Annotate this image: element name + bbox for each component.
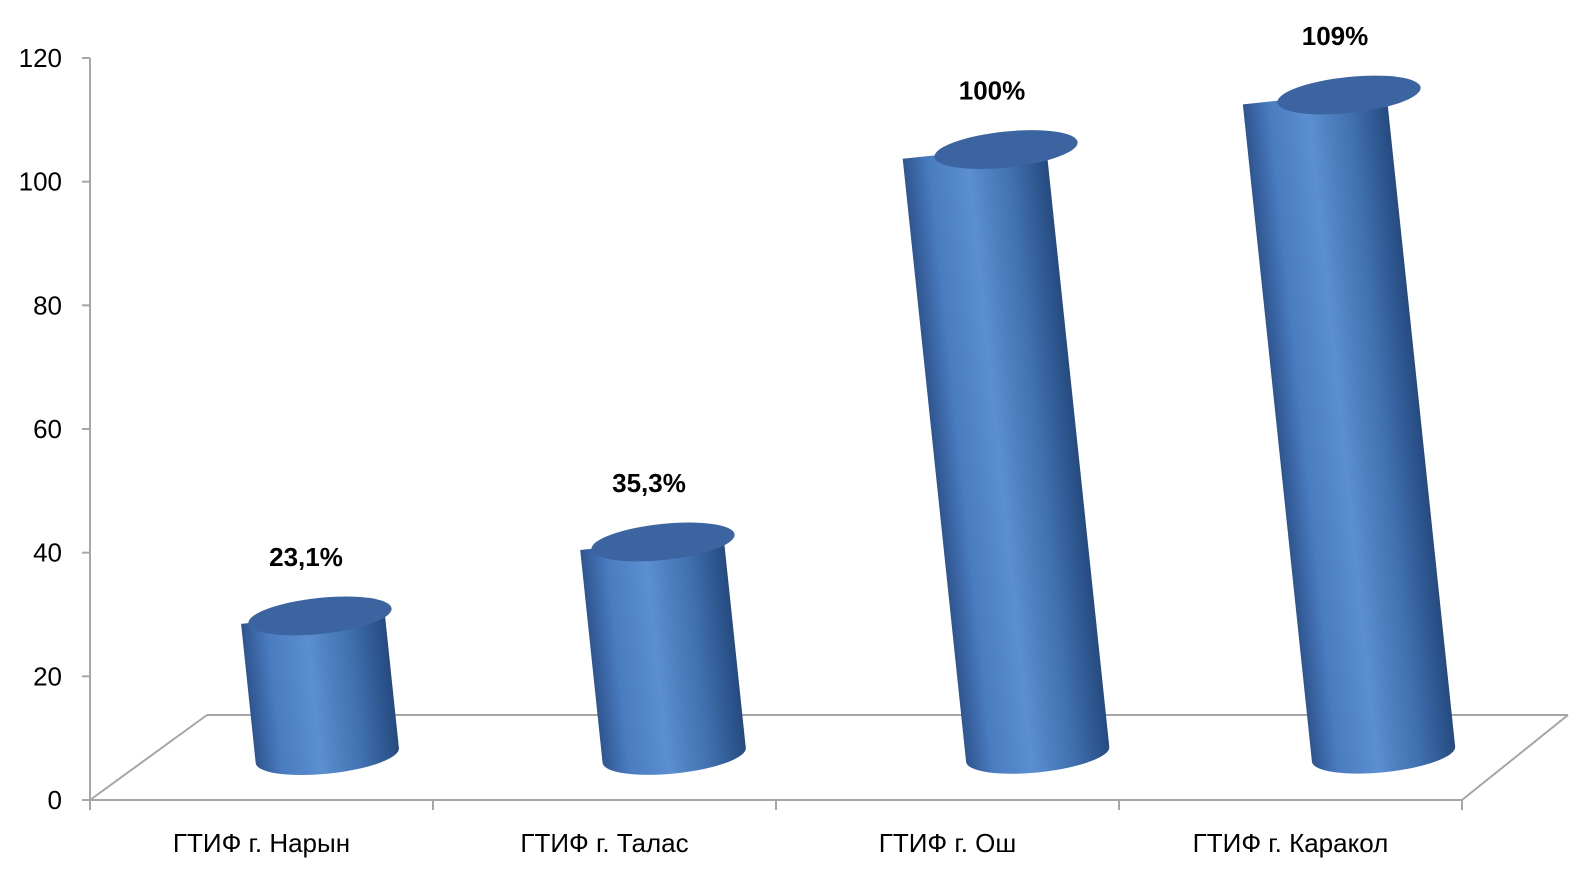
x-category-label: ГТИФ г. Ош (879, 828, 1016, 858)
bar-top (591, 522, 735, 562)
bar-2 (580, 522, 746, 775)
x-category-label: ГТИФ г. Талас (520, 828, 688, 858)
bar-top (1277, 75, 1421, 115)
bar-1 (241, 596, 399, 776)
y-tick-label: 0 (48, 785, 62, 815)
y-tick-label: 20 (33, 661, 62, 691)
bar-body (1242, 89, 1456, 774)
data-label: 100% (959, 76, 1026, 106)
bar-3 (902, 130, 1110, 774)
y-tick-label: 80 (33, 290, 62, 320)
x-category-label: ГТИФ г. Нарын (173, 828, 350, 858)
bars-group (241, 75, 1456, 776)
y-tick-label: 100 (19, 167, 62, 197)
floor-right-edge (1461, 714, 1569, 801)
data-label: 23,1% (269, 542, 343, 572)
floor-left-edge (89, 714, 208, 801)
bar-top (934, 130, 1078, 169)
bar-body (580, 534, 746, 775)
bar-body (241, 608, 399, 776)
y-tick-label: 60 (33, 414, 62, 444)
x-category-label: ГТИФ г. Каракол (1193, 828, 1389, 858)
labels-group: 0 20 40 60 80 100 120 23,1% ГТИФ г. Нарын 35,3% ГТ… (19, 21, 1389, 858)
bar-top (248, 596, 392, 636)
y-tick-label: 120 (19, 43, 62, 73)
y-tick-label: 40 (33, 538, 62, 568)
bar-body (902, 143, 1110, 774)
data-label: 35,3% (612, 468, 686, 498)
data-label: 109% (1302, 21, 1369, 51)
bar-4 (1242, 75, 1456, 774)
